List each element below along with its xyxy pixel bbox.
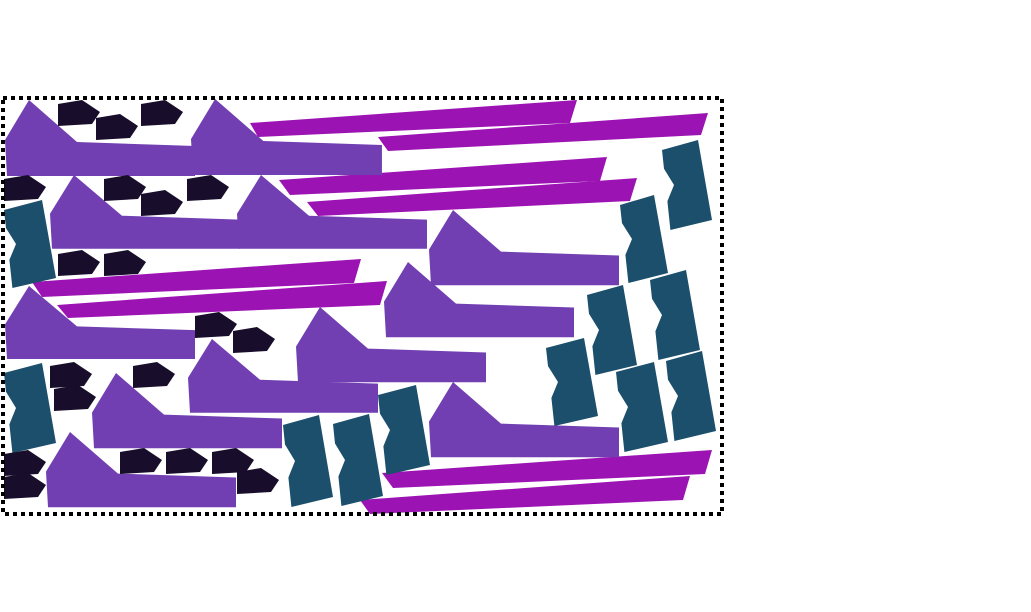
boot-shape <box>188 339 378 413</box>
boot-shape <box>296 307 486 383</box>
chip-shape <box>133 362 175 388</box>
boot-shape <box>191 99 382 175</box>
tile-shape <box>620 195 668 283</box>
shapes-layer <box>4 99 716 514</box>
tile-shape <box>587 285 637 375</box>
chip-shape <box>166 448 208 474</box>
strip-shape <box>32 259 361 297</box>
strip-shape <box>378 113 708 151</box>
chip-shape <box>58 100 100 126</box>
tile-shape <box>662 140 712 230</box>
chip-shape <box>4 175 46 201</box>
chip-shape <box>233 327 275 353</box>
chip-shape <box>96 114 138 140</box>
boot-shape <box>5 286 195 359</box>
chip-shape <box>104 250 146 276</box>
boot-shape <box>429 210 619 286</box>
chip-shape <box>104 175 146 201</box>
boot-shape <box>237 175 427 249</box>
strip-shape <box>279 157 607 195</box>
chip-shape <box>212 448 254 474</box>
chip-shape <box>4 450 46 476</box>
chip-shape <box>4 473 46 499</box>
tile-shape <box>650 270 700 360</box>
strip-shape <box>382 450 712 488</box>
boot-shape <box>384 262 574 338</box>
boot-shape <box>5 100 195 176</box>
boot-shape <box>50 175 240 249</box>
tile-shape <box>666 351 716 441</box>
boot-shape <box>92 373 282 449</box>
tile-shape <box>283 415 333 507</box>
chip-shape <box>141 190 183 216</box>
tile-shape <box>546 338 598 426</box>
boot-shape <box>429 382 619 458</box>
chip-shape <box>195 312 237 338</box>
chip-shape <box>237 468 279 494</box>
tile-shape <box>4 363 56 453</box>
chip-shape <box>58 250 100 276</box>
chip-shape <box>50 362 92 388</box>
strip-shape <box>250 100 577 137</box>
boot-shape <box>46 432 236 508</box>
chip-shape <box>120 448 162 474</box>
strip-shape <box>57 281 387 318</box>
chip-shape <box>141 100 183 126</box>
tile-shape <box>378 385 430 475</box>
chip-shape <box>187 175 229 201</box>
tile-shape <box>4 200 56 288</box>
strip-shape <box>307 178 637 216</box>
tile-shape <box>333 414 383 506</box>
chip-shape <box>54 385 96 411</box>
strip-shape <box>360 476 690 514</box>
tile-shape <box>616 362 668 452</box>
